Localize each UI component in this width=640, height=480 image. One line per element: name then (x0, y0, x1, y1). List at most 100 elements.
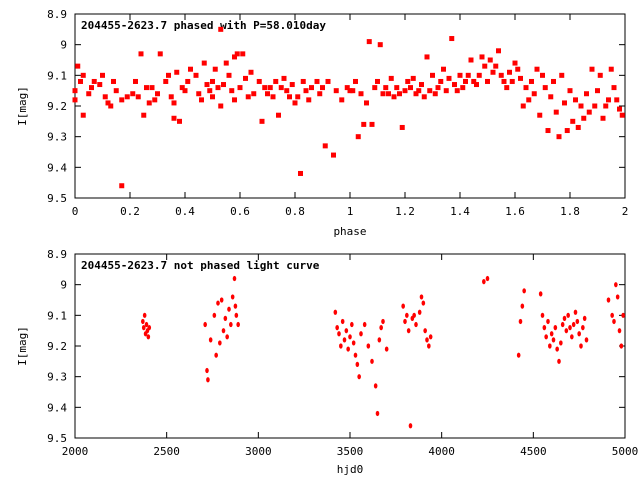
data-point (384, 346, 389, 352)
data-point (571, 321, 576, 328)
data-point (273, 78, 279, 84)
data-point (72, 88, 78, 94)
data-point (357, 374, 361, 380)
data-point (317, 91, 323, 97)
data-point (468, 57, 474, 63)
data-point (174, 69, 180, 75)
data-point (540, 312, 545, 318)
data-point (234, 312, 239, 318)
data-point (584, 337, 589, 343)
data-point (149, 85, 155, 91)
data-point (219, 297, 224, 303)
data-point (75, 63, 81, 69)
data-point (498, 72, 504, 78)
data-point (584, 91, 589, 97)
data-point (232, 97, 237, 103)
data-point (375, 78, 380, 84)
data-point (350, 321, 354, 328)
data-point (259, 118, 265, 124)
data-point (614, 97, 620, 103)
data-point (229, 321, 233, 328)
data-point (482, 63, 488, 69)
data-point (86, 91, 92, 97)
data-point (397, 91, 402, 97)
data-point (485, 78, 490, 84)
data-point (487, 57, 493, 63)
data-point (221, 82, 226, 88)
data-point (364, 100, 369, 106)
data-point (399, 124, 405, 130)
data-point (218, 340, 222, 346)
y-tick-label: 9 (60, 279, 67, 292)
data-point (515, 66, 521, 72)
data-point (522, 288, 526, 294)
x-tick-label: 0.4 (175, 205, 195, 218)
data-point (595, 88, 600, 94)
data-point (501, 78, 507, 84)
data-point (205, 367, 209, 374)
data-point (408, 423, 413, 429)
data-point (292, 100, 298, 106)
data-point (196, 91, 202, 97)
data-point (234, 51, 240, 57)
data-point (171, 100, 177, 106)
data-point (568, 325, 572, 331)
data-point (233, 303, 238, 309)
data-point (548, 343, 552, 349)
data-point (553, 109, 559, 115)
x-tick-label: 2000 (62, 445, 89, 458)
data-point (223, 315, 228, 321)
x-tick-label: 2500 (153, 445, 180, 458)
data-point (619, 343, 624, 349)
data-point (206, 377, 210, 383)
data-point (348, 334, 352, 340)
data-point (370, 358, 374, 364)
data-point (380, 91, 386, 97)
data-point (157, 51, 163, 57)
data-point (391, 94, 397, 100)
data-point (432, 91, 438, 97)
data-point (146, 334, 151, 340)
y-tick-label: 9.2 (47, 340, 67, 353)
data-point (579, 343, 583, 349)
data-point (179, 85, 185, 91)
data-point (388, 75, 394, 81)
data-point (281, 75, 287, 81)
data-point (424, 54, 430, 60)
data-point (240, 51, 246, 57)
data-point (300, 78, 306, 84)
phased-panel: 8.9 9 9.1 9.2 9.3 9.4 9.5 0 0.2 0.4 0.6 0.8 1 1.2 1.4 1… (16, 8, 628, 238)
data-point (97, 82, 103, 88)
x-tick-label: 4000 (428, 445, 455, 458)
data-point (340, 318, 345, 325)
data-point (141, 325, 146, 331)
data-point (516, 352, 521, 358)
y-tick-label: 9.5 (47, 192, 67, 205)
x-tick-label: 3000 (245, 445, 272, 458)
data-point (236, 321, 240, 328)
data-point (102, 94, 108, 100)
data-point (551, 337, 556, 343)
data-point (559, 72, 565, 78)
data-point (100, 72, 105, 78)
data-point (575, 124, 581, 130)
data-point (237, 85, 243, 91)
y-tick-label: 8.9 (47, 248, 67, 261)
data-point (463, 78, 468, 84)
data-point (141, 318, 145, 325)
x-tick-label: 0.2 (120, 205, 140, 218)
data-point (359, 331, 363, 337)
data-point (504, 85, 510, 91)
data-point (347, 88, 353, 94)
data-point (325, 78, 331, 84)
data-point (586, 109, 592, 115)
data-point (225, 334, 229, 340)
x-tick-label: 0.8 (285, 205, 305, 218)
data-point (144, 321, 149, 328)
data-point (212, 66, 218, 72)
y-tick-label: 9 (60, 39, 67, 52)
data-point (570, 334, 574, 340)
data-point (419, 82, 424, 88)
x-axis-title: hjd0 (337, 463, 364, 476)
data-point (344, 328, 349, 334)
